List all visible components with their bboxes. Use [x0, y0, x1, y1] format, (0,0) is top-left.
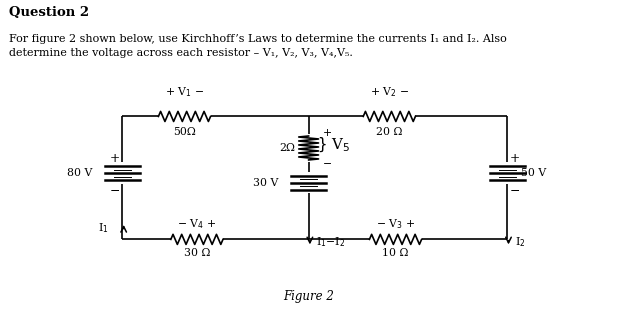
Text: 10 Ω: 10 Ω [382, 248, 409, 258]
Text: Figure 2: Figure 2 [283, 290, 334, 303]
Text: + V$_1$ $-$: + V$_1$ $-$ [165, 85, 204, 99]
Text: +: + [110, 152, 120, 165]
Text: $-$ V$_4$ +: $-$ V$_4$ + [177, 217, 217, 231]
Text: $-$ V$_3$ +: $-$ V$_3$ + [376, 217, 415, 231]
Text: 50 V: 50 V [521, 168, 546, 178]
Text: Question 2: Question 2 [9, 6, 89, 19]
Text: 80 V: 80 V [67, 168, 93, 178]
Text: +: + [510, 152, 520, 165]
Text: 30 Ω: 30 Ω [184, 248, 210, 258]
Text: 30 V: 30 V [253, 178, 279, 188]
Text: $-$: $-$ [323, 157, 332, 168]
Text: $-$: $-$ [109, 182, 121, 195]
Text: 20 Ω: 20 Ω [376, 127, 403, 136]
Text: $-$: $-$ [509, 182, 520, 195]
Text: + V$_2$ $-$: + V$_2$ $-$ [370, 85, 409, 99]
Text: 2Ω: 2Ω [279, 143, 295, 153]
Text: I$_2$: I$_2$ [515, 236, 525, 249]
Text: +: + [323, 128, 332, 138]
Text: For figure 2 shown below, use Kirchhoff’s Laws to determine the currents I₁ and : For figure 2 shown below, use Kirchhoff’… [9, 34, 507, 59]
Text: $\}$ V$_5$: $\}$ V$_5$ [318, 135, 351, 154]
Text: I$_1$$-$I$_2$: I$_1$$-$I$_2$ [316, 236, 345, 249]
Text: I$_1$: I$_1$ [98, 221, 109, 235]
Text: 50Ω: 50Ω [173, 127, 196, 136]
